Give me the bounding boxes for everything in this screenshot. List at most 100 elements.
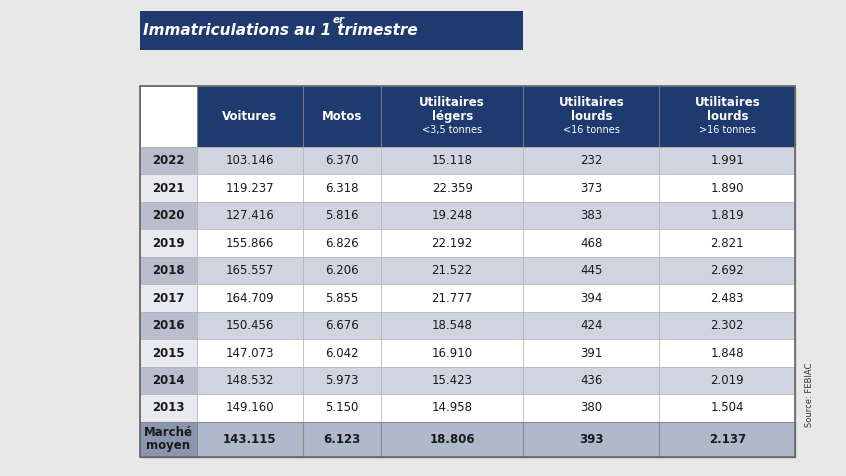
Bar — [197, 257, 303, 284]
Bar — [524, 367, 659, 394]
Text: trimestre: trimestre — [332, 23, 418, 38]
Bar — [140, 147, 197, 174]
Text: <16 tonnes: <16 tonnes — [563, 125, 620, 135]
Bar — [524, 394, 659, 422]
Bar — [197, 86, 303, 147]
Text: 6.042: 6.042 — [325, 347, 359, 359]
Text: Immatriculations au 1: Immatriculations au 1 — [143, 23, 332, 38]
Text: 21.777: 21.777 — [431, 292, 473, 305]
Text: 119.237: 119.237 — [226, 182, 274, 195]
Bar — [659, 229, 795, 257]
Text: 164.709: 164.709 — [226, 292, 274, 305]
Text: 103.146: 103.146 — [226, 154, 274, 167]
Bar — [524, 257, 659, 284]
Bar — [381, 422, 524, 457]
Bar — [659, 202, 795, 229]
Text: 1.890: 1.890 — [711, 182, 744, 195]
Bar — [659, 339, 795, 367]
Text: 127.416: 127.416 — [226, 209, 274, 222]
Text: lourds: lourds — [571, 110, 613, 123]
Bar — [524, 422, 659, 457]
Bar — [197, 174, 303, 202]
Text: 18.548: 18.548 — [431, 319, 473, 332]
Bar — [524, 86, 659, 147]
Text: 445: 445 — [580, 264, 602, 277]
Bar — [659, 312, 795, 339]
Text: 2.483: 2.483 — [711, 292, 744, 305]
Bar — [381, 257, 524, 284]
Text: 394: 394 — [580, 292, 602, 305]
Text: 1.991: 1.991 — [711, 154, 744, 167]
Bar — [140, 86, 795, 457]
Text: 2016: 2016 — [152, 319, 184, 332]
Text: 6.123: 6.123 — [323, 433, 360, 446]
Text: 2014: 2014 — [152, 374, 184, 387]
Text: 393: 393 — [580, 433, 604, 446]
Bar — [524, 174, 659, 202]
Text: 165.557: 165.557 — [226, 264, 274, 277]
Bar — [140, 11, 524, 50]
Text: lourds: lourds — [706, 110, 748, 123]
Text: 383: 383 — [580, 209, 602, 222]
Text: >16 tonnes: >16 tonnes — [699, 125, 755, 135]
Bar — [303, 174, 381, 202]
Bar — [524, 339, 659, 367]
Bar — [524, 147, 659, 174]
Bar — [381, 367, 524, 394]
Text: Voitures: Voitures — [222, 110, 277, 123]
Bar — [140, 422, 197, 457]
Text: 5.855: 5.855 — [325, 292, 359, 305]
Bar — [303, 339, 381, 367]
Bar — [524, 229, 659, 257]
Text: Utilitaires: Utilitaires — [695, 97, 761, 109]
Bar — [381, 394, 524, 422]
Bar — [381, 86, 524, 147]
Text: 14.958: 14.958 — [431, 401, 473, 415]
Bar — [381, 284, 524, 312]
Text: 22.192: 22.192 — [431, 237, 473, 249]
Bar — [303, 367, 381, 394]
Bar — [197, 229, 303, 257]
Text: 150.456: 150.456 — [226, 319, 274, 332]
Text: 5.816: 5.816 — [325, 209, 359, 222]
Text: 2021: 2021 — [152, 182, 184, 195]
Bar — [140, 312, 197, 339]
Bar — [303, 422, 381, 457]
Bar — [140, 86, 197, 147]
Bar — [140, 202, 197, 229]
Bar — [381, 339, 524, 367]
Text: 5.973: 5.973 — [325, 374, 359, 387]
Bar — [303, 257, 381, 284]
Bar — [303, 394, 381, 422]
Text: 21.522: 21.522 — [431, 264, 473, 277]
Text: 468: 468 — [580, 237, 602, 249]
Bar — [381, 202, 524, 229]
Text: 2017: 2017 — [152, 292, 184, 305]
Bar — [303, 229, 381, 257]
Text: 18.806: 18.806 — [429, 433, 475, 446]
Text: 6.318: 6.318 — [325, 182, 359, 195]
Text: 149.160: 149.160 — [226, 401, 274, 415]
Bar — [140, 229, 197, 257]
Text: 1.848: 1.848 — [711, 347, 744, 359]
Bar — [140, 284, 197, 312]
Bar — [659, 394, 795, 422]
Text: 424: 424 — [580, 319, 602, 332]
Bar — [524, 312, 659, 339]
Bar — [659, 284, 795, 312]
Text: Source: FEBIAC: Source: FEBIAC — [805, 363, 815, 427]
Text: 6.370: 6.370 — [325, 154, 359, 167]
Bar — [197, 422, 303, 457]
Text: 2.302: 2.302 — [711, 319, 744, 332]
Text: 2.692: 2.692 — [711, 264, 744, 277]
Text: 15.118: 15.118 — [431, 154, 473, 167]
Bar — [524, 202, 659, 229]
Bar — [197, 339, 303, 367]
Bar — [659, 422, 795, 457]
Text: 2015: 2015 — [152, 347, 184, 359]
Text: 147.073: 147.073 — [226, 347, 274, 359]
Bar — [197, 202, 303, 229]
Bar — [659, 147, 795, 174]
Text: moyen: moyen — [146, 439, 190, 453]
Text: 2.821: 2.821 — [711, 237, 744, 249]
